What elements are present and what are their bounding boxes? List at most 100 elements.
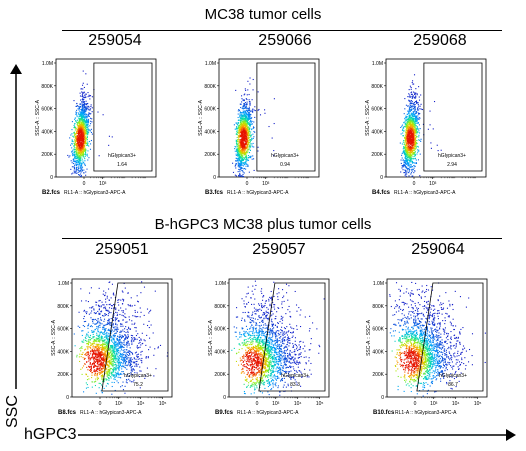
event-dot [412,138,414,140]
event-dot [84,148,86,150]
event-dot [121,365,123,367]
event-dot [83,131,85,133]
event-dot [414,157,416,159]
event-dot [139,307,141,309]
event-dot [111,375,113,377]
event-dot [416,101,418,104]
event-dot [86,124,88,126]
event-dot [413,112,415,114]
event-dot [82,103,84,105]
event-dot [248,108,250,110]
event-dot [411,162,414,164]
event-dot [140,370,142,372]
event-dot [80,131,82,133]
event-dot [413,158,415,160]
event-dot [414,97,417,99]
event-dot [83,133,85,135]
event-dot [81,125,84,127]
event-dot [124,334,126,336]
event-dot [242,154,244,157]
event-dot [247,117,249,119]
event-dot [129,363,131,365]
event-dot [137,333,139,335]
event-dot [81,101,83,104]
event-dot [242,146,244,148]
event-dot [79,124,81,127]
event-dot [418,128,420,130]
event-dot [103,320,105,322]
event-dot [76,149,78,151]
event-dot [402,128,404,130]
event-dot [76,131,78,134]
event-dot [115,357,117,359]
event-dot [412,116,414,118]
event-dot [92,331,94,333]
event-dot [414,120,417,123]
event-dot [405,129,407,131]
event-dot [400,126,402,129]
event-dot [120,354,122,356]
event-dot [243,123,245,125]
event-dot [236,123,238,125]
event-dot [244,126,246,128]
event-dot [79,95,82,97]
event-dot [79,138,81,140]
event-dot [92,320,94,323]
event-dot [412,111,414,113]
event-dot [245,165,247,167]
event-dot [119,350,121,352]
event-dot [118,374,120,376]
event-dot [86,127,88,129]
event-dot [84,126,86,128]
event-dot [252,142,254,145]
event-dot [105,324,107,326]
event-dot [416,126,419,128]
event-dot [122,359,124,361]
event-dot [240,162,243,164]
event-dot [119,342,121,344]
event-dot [248,129,251,131]
event-dot [273,150,275,152]
event-dot [74,172,76,174]
event-dot [117,327,119,329]
event-dot [416,109,418,111]
event-dot [242,149,244,151]
event-dot [408,143,410,145]
event-dot [247,149,249,151]
event-dot [75,111,77,113]
event-dot [129,347,131,349]
event-dot [113,343,115,345]
event-dot [247,165,249,167]
event-dot [240,164,242,167]
event-dot [81,127,83,130]
event-dot [120,324,122,326]
event-dot [429,110,431,112]
event-dot [123,356,125,358]
event-dot [80,159,82,161]
event-dot [116,312,118,314]
event-dot [118,299,120,301]
event-dot [109,324,111,326]
event-dot [84,160,86,162]
y-tick-label: 0 [213,175,216,181]
event-dot [84,127,87,130]
event-dot [247,135,249,138]
event-dot [244,158,246,160]
event-dot [113,339,115,341]
event-dot [115,374,117,377]
event-dot [418,132,421,134]
event-dot [109,330,111,332]
event-dot [83,136,85,138]
event-dot [73,170,75,172]
event-dot [408,112,410,114]
event-dot [407,125,409,127]
event-dot [141,357,143,359]
event-dot [122,291,124,293]
event-dot [248,122,250,124]
event-dot [246,94,248,96]
event-dot [83,106,86,109]
event-dot [78,141,80,143]
event-dot [75,136,77,138]
event-dot [242,115,244,117]
event-dot [97,331,99,333]
